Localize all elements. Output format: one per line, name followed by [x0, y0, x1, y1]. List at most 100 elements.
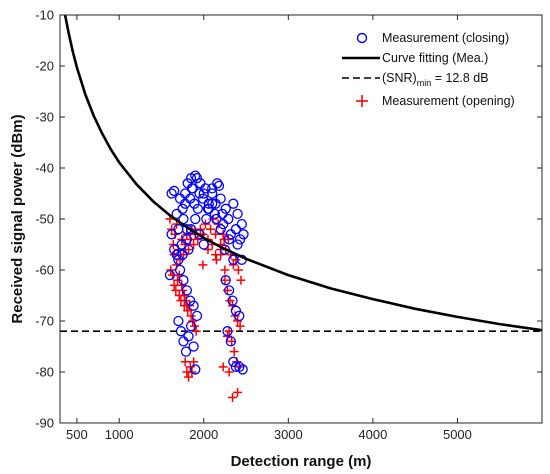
- legend-marker-closing: [356, 32, 368, 44]
- closing-point: [234, 310, 245, 322]
- closing-point: [220, 275, 231, 286]
- y-tick-label: -20: [35, 59, 54, 74]
- closing-point: [185, 224, 197, 235]
- legend-box: [338, 28, 534, 116]
- opening-point: [168, 240, 178, 249]
- legend: Measurement (closing) Curve fitting (Mea…: [338, 28, 534, 116]
- closing-point: [171, 249, 182, 260]
- opening-point: [178, 250, 188, 260]
- closing-point: [228, 198, 239, 209]
- closing-point: [211, 213, 222, 225]
- closing-point: [222, 326, 233, 337]
- closing-point: [185, 295, 196, 306]
- closing-point: [198, 239, 209, 250]
- opening-point: [184, 372, 194, 382]
- closing-point: [200, 183, 211, 194]
- opening-point: [189, 240, 199, 249]
- closing-point: [181, 234, 192, 245]
- closing-point: [197, 193, 209, 204]
- closing-point: [219, 244, 231, 255]
- legend-label-closing: Measurement (closing): [382, 31, 509, 45]
- y-tick-label: -40: [35, 161, 54, 176]
- closing-point: [236, 218, 247, 230]
- opening-point: [183, 306, 193, 316]
- closing-point: [234, 234, 246, 245]
- opening-point: [200, 219, 210, 229]
- curve-fit-line: [63, 15, 542, 332]
- plot-area: [60, 15, 542, 402]
- closing-point: [175, 326, 187, 337]
- opening-point: [169, 280, 179, 290]
- closing-point: [171, 208, 182, 220]
- legend-label-snr-sub: min: [417, 78, 432, 88]
- opening-point: [173, 275, 183, 285]
- opening-point: [224, 367, 234, 377]
- closing-point: [169, 244, 180, 255]
- opening-point: [236, 275, 246, 285]
- opening-point: [235, 321, 245, 331]
- closing-point: [209, 208, 220, 220]
- closing-point: [203, 198, 214, 209]
- opening-point: [227, 336, 237, 346]
- x-tick-label: 3000: [274, 427, 303, 442]
- closing-point: [194, 229, 205, 240]
- opening-point: [180, 357, 190, 367]
- x-tick-label: 2000: [189, 427, 218, 442]
- opening-point: [186, 311, 196, 321]
- closing-point: [188, 341, 199, 352]
- opening-point: [211, 250, 221, 260]
- legend-label-snr-rest: = 12.8 dB: [431, 71, 488, 85]
- closing-point: [190, 213, 201, 225]
- closing-point: [230, 361, 242, 373]
- closing-point: [166, 229, 177, 240]
- opening-point: [184, 245, 194, 255]
- closing-point: [173, 315, 184, 327]
- closing-point: [227, 295, 238, 306]
- opening-point: [191, 326, 201, 336]
- closing-point: [237, 364, 248, 375]
- series-layer: [60, 15, 542, 402]
- x-tick-label: 5000: [443, 427, 472, 442]
- closing-point: [191, 310, 203, 322]
- closing-point: [190, 364, 201, 375]
- closing-point: [234, 361, 245, 373]
- closing-point: [183, 331, 194, 342]
- closing-point: [169, 185, 180, 197]
- opening-point: [177, 280, 187, 290]
- closing-point: [203, 203, 214, 214]
- opening-point: [198, 260, 208, 270]
- legend-label-fit: Curve fitting (Mea.): [382, 51, 488, 65]
- closing-point: [220, 203, 231, 214]
- closing-point: [213, 180, 225, 192]
- opening-point: [220, 275, 230, 285]
- closing-point: [217, 208, 228, 220]
- y-tick-label: -10: [35, 8, 54, 23]
- opening-point: [211, 229, 221, 239]
- opening-point: [225, 296, 235, 306]
- closing-point: [178, 275, 189, 286]
- opening-point: [220, 265, 230, 275]
- opening-point: [195, 224, 205, 234]
- closing-point: [189, 198, 200, 209]
- closing-point: [180, 346, 192, 357]
- closing-point: [207, 198, 218, 209]
- y-tick-label: -60: [35, 263, 54, 278]
- opening-point: [233, 316, 243, 326]
- opening-point: [228, 393, 238, 402]
- closing-point: [185, 320, 197, 332]
- opening-point: [231, 255, 241, 265]
- closing-point: [215, 224, 226, 235]
- closing-point: [166, 188, 177, 199]
- opening-point: [206, 224, 216, 234]
- closing-point: [210, 198, 221, 209]
- closing-point: [174, 264, 186, 276]
- y-tick-label: -80: [35, 365, 54, 380]
- opening-point: [233, 265, 243, 275]
- opening-point: [218, 362, 228, 372]
- closing-point: [191, 173, 203, 184]
- closing-point: [181, 285, 192, 296]
- y-tick-label: -90: [35, 416, 54, 431]
- closing-point: [212, 178, 223, 189]
- closing-point: [192, 203, 203, 214]
- x-tick-label: 4000: [358, 427, 387, 442]
